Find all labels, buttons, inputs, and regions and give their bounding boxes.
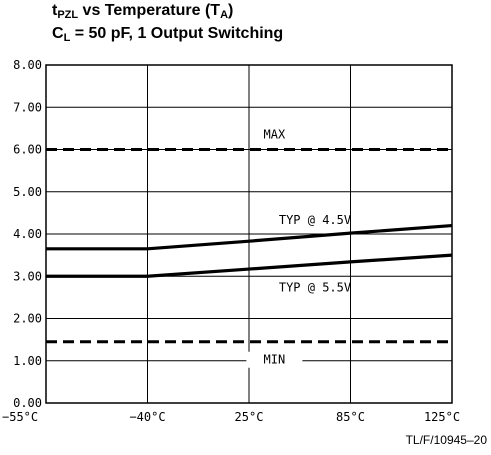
chart-title-line2: CL = 50 pF, 1 Output Switching xyxy=(52,25,284,44)
chart-labels: 0.00 1.00 2.00 3.00 4.00 5.00 6.00 7.00 8.00 −55°… xyxy=(2,58,460,424)
chart-grid xyxy=(46,65,452,403)
x-tick-label: 85°C xyxy=(336,410,365,424)
x-tick-label: 25°C xyxy=(235,410,264,424)
y-tick-label: 6.00 xyxy=(13,143,42,157)
y-tick-label: 4.00 xyxy=(13,227,42,241)
chart-frame xyxy=(45,64,453,404)
chart-title-line1: tPZL vs Temperature (TA) xyxy=(52,2,234,21)
x-tick-label: −55°C xyxy=(2,410,38,424)
y-tick-label: 3.00 xyxy=(13,269,42,283)
x-tick-label: 125°C xyxy=(424,410,460,424)
y-tick-label: 0.00 xyxy=(13,396,42,410)
series-label-typ-5-5v: TYP @ 5.5V xyxy=(279,280,351,294)
chart-series xyxy=(46,148,453,344)
y-tick-label: 7.00 xyxy=(13,100,42,114)
series-line-typ-4-5v xyxy=(46,223,453,251)
series-line-typ-5-5v xyxy=(46,253,453,278)
x-tick-label: −40°C xyxy=(129,410,165,424)
y-tick-label: 5.00 xyxy=(13,185,42,199)
series-label-typ-4-5v: TYP @ 4.5V xyxy=(279,213,351,227)
label-knockout xyxy=(246,351,303,368)
y-tick-label: 2.00 xyxy=(13,312,42,326)
series-label-min: MIN xyxy=(264,353,286,367)
y-tick-label: 8.00 xyxy=(13,58,42,72)
y-tick-label: 1.00 xyxy=(13,354,42,368)
series-label-max: MAX xyxy=(264,128,286,142)
figure-reference: TL/F/10945–20 xyxy=(405,433,487,447)
